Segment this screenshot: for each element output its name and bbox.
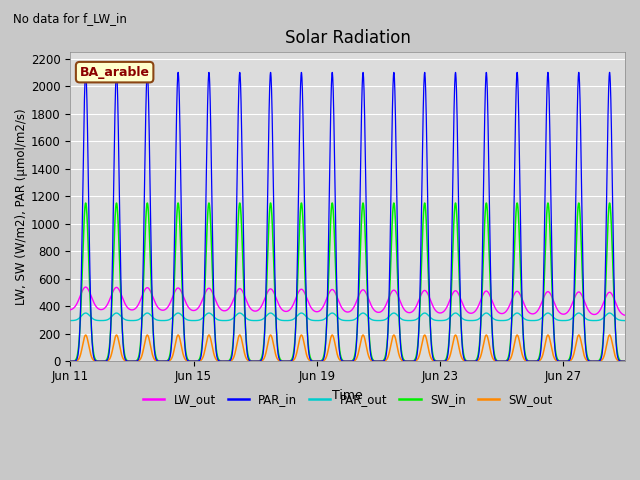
Legend: LW_out, PAR_in, PAR_out, SW_in, SW_out: LW_out, PAR_in, PAR_out, SW_in, SW_out — [138, 388, 557, 411]
Title: Solar Radiation: Solar Radiation — [285, 29, 411, 48]
X-axis label: Time: Time — [332, 389, 363, 402]
Text: BA_arable: BA_arable — [79, 66, 150, 79]
Text: No data for f_LW_in: No data for f_LW_in — [13, 12, 127, 25]
Y-axis label: LW, SW (W/m2), PAR (μmol/m2/s): LW, SW (W/m2), PAR (μmol/m2/s) — [15, 108, 28, 305]
